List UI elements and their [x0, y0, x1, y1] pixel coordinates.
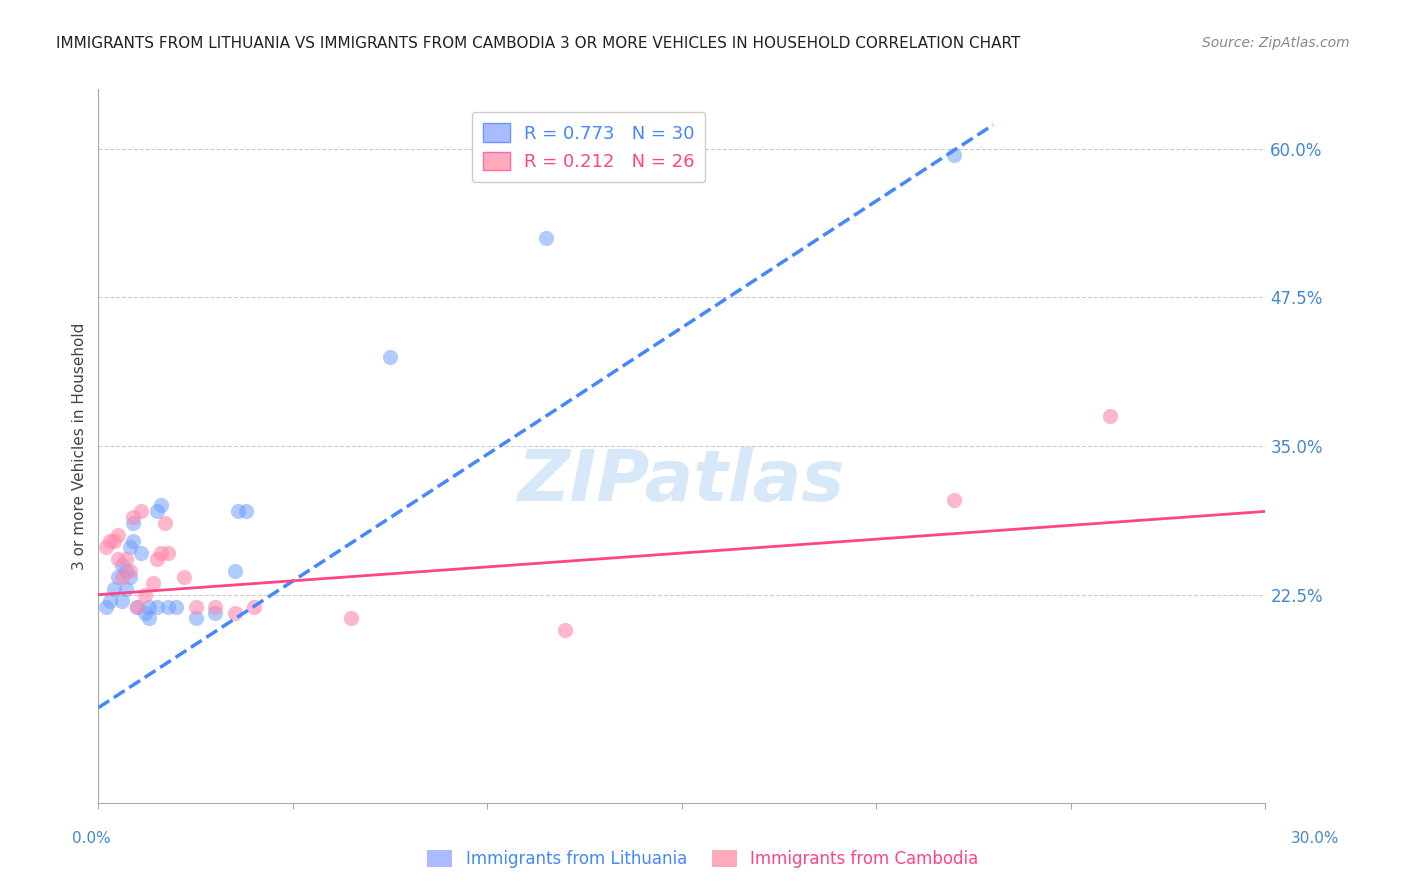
Point [96, 540, 118, 554]
Point [98, 534, 121, 549]
Text: 30.0%: 30.0% [1291, 831, 1339, 846]
Point [149, 546, 172, 560]
Point [114, 582, 136, 596]
Text: 0.0%: 0.0% [72, 831, 111, 846]
Point [114, 552, 136, 566]
Point [111, 593, 134, 607]
Point [153, 516, 176, 531]
Point [204, 599, 226, 614]
Point [173, 570, 195, 584]
Legend: Immigrants from Lithuania, Immigrants from Cambodia: Immigrants from Lithuania, Immigrants fr… [420, 843, 986, 875]
Point [184, 611, 207, 625]
Text: ZIPatlas: ZIPatlas [519, 447, 845, 516]
Point [96, 599, 118, 614]
Point [228, 504, 250, 518]
Point [534, 231, 557, 245]
Point [943, 492, 966, 507]
Point [118, 564, 141, 578]
Point [157, 599, 180, 614]
Point [146, 552, 169, 566]
Legend: R = 0.773   N = 30, R = 0.212   N = 26: R = 0.773 N = 30, R = 0.212 N = 26 [471, 112, 706, 182]
Point [107, 552, 129, 566]
Point [943, 147, 966, 161]
Point [122, 516, 145, 531]
Point [224, 564, 246, 578]
Point [122, 534, 145, 549]
Point [224, 606, 246, 620]
Point [138, 599, 160, 614]
Text: Source: ZipAtlas.com: Source: ZipAtlas.com [1202, 36, 1350, 50]
Point [129, 546, 152, 560]
Point [103, 582, 125, 596]
Point [1098, 409, 1121, 424]
Point [138, 611, 160, 625]
Point [204, 606, 226, 620]
Point [127, 599, 149, 614]
Point [122, 510, 145, 524]
Point [111, 570, 134, 584]
Point [165, 599, 187, 614]
Point [340, 611, 363, 625]
Point [149, 499, 172, 513]
Y-axis label: 3 or more Vehicles in Household: 3 or more Vehicles in Household [72, 322, 87, 570]
Point [111, 558, 134, 572]
Point [554, 624, 576, 638]
Point [146, 599, 169, 614]
Point [98, 593, 121, 607]
Point [129, 504, 152, 518]
Point [103, 534, 125, 549]
Point [118, 570, 141, 584]
Point [235, 504, 257, 518]
Point [380, 350, 402, 364]
Point [146, 504, 169, 518]
Point [142, 575, 165, 590]
Point [157, 546, 180, 560]
Point [134, 588, 156, 602]
Point [134, 606, 156, 620]
Point [118, 540, 141, 554]
Point [107, 528, 129, 542]
Text: IMMIGRANTS FROM LITHUANIA VS IMMIGRANTS FROM CAMBODIA 3 OR MORE VEHICLES IN HOUS: IMMIGRANTS FROM LITHUANIA VS IMMIGRANTS … [56, 36, 1021, 51]
Point [107, 570, 129, 584]
Point [243, 599, 266, 614]
Point [127, 599, 149, 614]
Point [184, 599, 207, 614]
Point [114, 564, 136, 578]
